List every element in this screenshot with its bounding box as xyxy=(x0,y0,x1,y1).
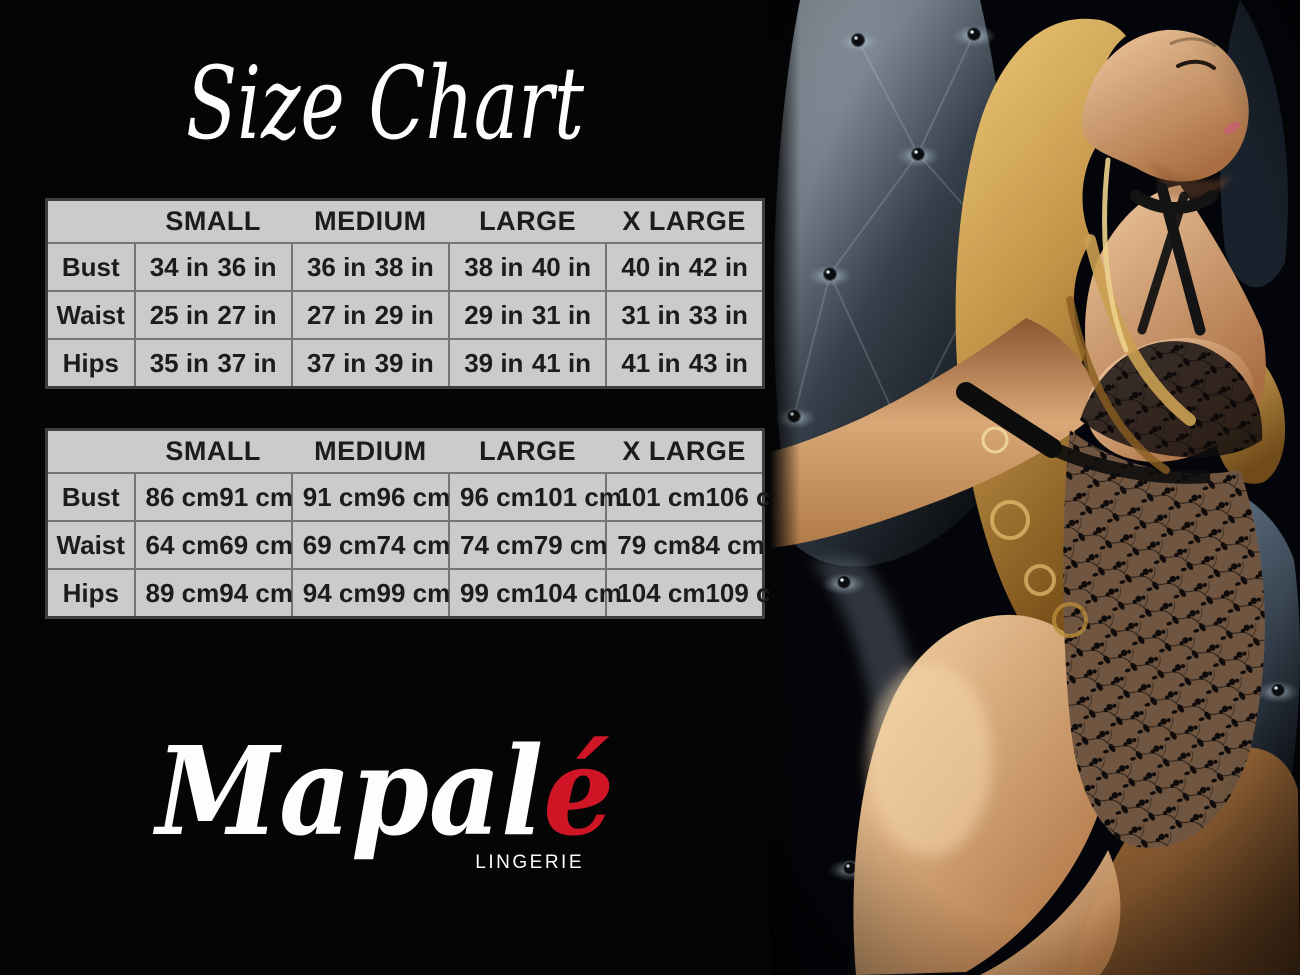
size-table-inches: SMALL MEDIUM LARGE X LARGE Bust 34 in 36 … xyxy=(45,198,765,389)
column-header-xlarge: X LARGE xyxy=(606,199,764,244)
measurement-cell: 74 cm 79 cm xyxy=(447,520,607,570)
row-label: Waist xyxy=(45,520,136,570)
corner-cell xyxy=(46,429,135,474)
measurement-cell: 27 in 29 in xyxy=(290,290,451,340)
table-row-hips: Hips 35 in 37 in 37 in 39 in 39 in 41 in 41… xyxy=(45,338,765,389)
measurement-cell: 39 in 41 in xyxy=(447,338,608,389)
measurement-cell: 36 in 38 in xyxy=(290,242,451,292)
row-label: Hips xyxy=(45,338,136,389)
measurement-cell: 86 cm 91 cm xyxy=(133,472,293,522)
page-title: Size Chart xyxy=(0,22,770,182)
title-lettering: Size Chart xyxy=(186,45,585,162)
brand-wordmark: Mapalé xyxy=(152,719,614,863)
row-label: Bust xyxy=(45,242,136,292)
measurement-cell: 89 cm 94 cm xyxy=(133,568,293,619)
table-row-bust: Bust 34 in 36 in 36 in 38 in 38 in 40 in 40… xyxy=(45,242,765,292)
measurement-cell: 99 cm 104 cm xyxy=(447,568,622,619)
size-table-centimeters: SMALL MEDIUM LARGE X LARGE Bust 86 cm 91 … xyxy=(45,428,794,619)
measurement-cell: 91 cm 96 cm xyxy=(290,472,450,522)
model-photo xyxy=(770,0,1300,975)
vignette xyxy=(770,0,1300,975)
column-header-medium: MEDIUM xyxy=(291,429,449,474)
measurement-cell: 29 in 31 in xyxy=(447,290,608,340)
column-header-medium: MEDIUM xyxy=(291,199,449,244)
brand-accent-letter: é xyxy=(543,719,614,863)
measurement-cell: 31 in 33 in xyxy=(605,290,765,340)
row-label: Waist xyxy=(45,290,136,340)
table-row-hips: Hips 89 cm 94 cm 94 cm 99 cm 99 cm 104 cm 1… xyxy=(45,568,794,619)
measurement-cell: 94 cm 99 cm xyxy=(290,568,450,619)
header-row: SMALL MEDIUM LARGE X LARGE xyxy=(46,199,764,244)
brand-logo: Mapalé LINGERIE xyxy=(0,710,770,900)
table-row-waist: Waist 64 cm 69 cm 69 cm 74 cm 74 cm 79 cm 7… xyxy=(45,520,765,570)
measurement-cell: 34 in 36 in xyxy=(133,242,293,292)
row-label: Hips xyxy=(45,568,136,619)
measurement-cell: 69 cm 74 cm xyxy=(290,520,450,570)
measurement-cell: 40 in 42 in xyxy=(605,242,765,292)
table-row-waist: Waist 25 in 27 in 27 in 29 in 29 in 31 in 3… xyxy=(45,290,765,340)
measurement-cell: 37 in 39 in xyxy=(290,338,451,389)
column-header-large: LARGE xyxy=(449,429,607,474)
brand-logo-lettering: Mapalé LINGERIE xyxy=(152,719,614,873)
column-header-xlarge: X LARGE xyxy=(606,429,764,474)
measurement-cell: 104 cm 109 cm xyxy=(605,568,794,619)
title-text: Size Chart xyxy=(186,45,585,162)
measurement-cell: 25 in 27 in xyxy=(133,290,293,340)
measurement-cell: 96 cm 101 cm xyxy=(447,472,622,522)
measurement-cell: 35 in 37 in xyxy=(133,338,293,389)
measurement-cell: 64 cm 69 cm xyxy=(133,520,293,570)
column-header-small: SMALL xyxy=(134,429,292,474)
info-panel: Size Chart SMALL MEDIUM LARGE X LARGE Bu… xyxy=(0,22,794,900)
measurement-cell: 79 cm 84 cm xyxy=(605,520,765,570)
corner-cell xyxy=(46,199,135,244)
header-row: SMALL MEDIUM LARGE X LARGE xyxy=(46,429,764,474)
column-header-large: LARGE xyxy=(449,199,607,244)
measurement-cell: 38 in 40 in xyxy=(447,242,608,292)
model-photo-illustration xyxy=(770,0,1300,975)
measurement-cell: 41 in 43 in xyxy=(605,338,765,389)
brand-tagline: LINGERIE xyxy=(475,852,584,873)
table-row-bust: Bust 86 cm 91 cm 91 cm 96 cm 96 cm 101 cm 1… xyxy=(45,472,794,522)
brand-name-text: Mapal xyxy=(152,719,543,863)
column-header-small: SMALL xyxy=(134,199,292,244)
measurement-cell: 101 cm 106 cm xyxy=(605,472,794,522)
row-label: Bust xyxy=(45,472,136,522)
